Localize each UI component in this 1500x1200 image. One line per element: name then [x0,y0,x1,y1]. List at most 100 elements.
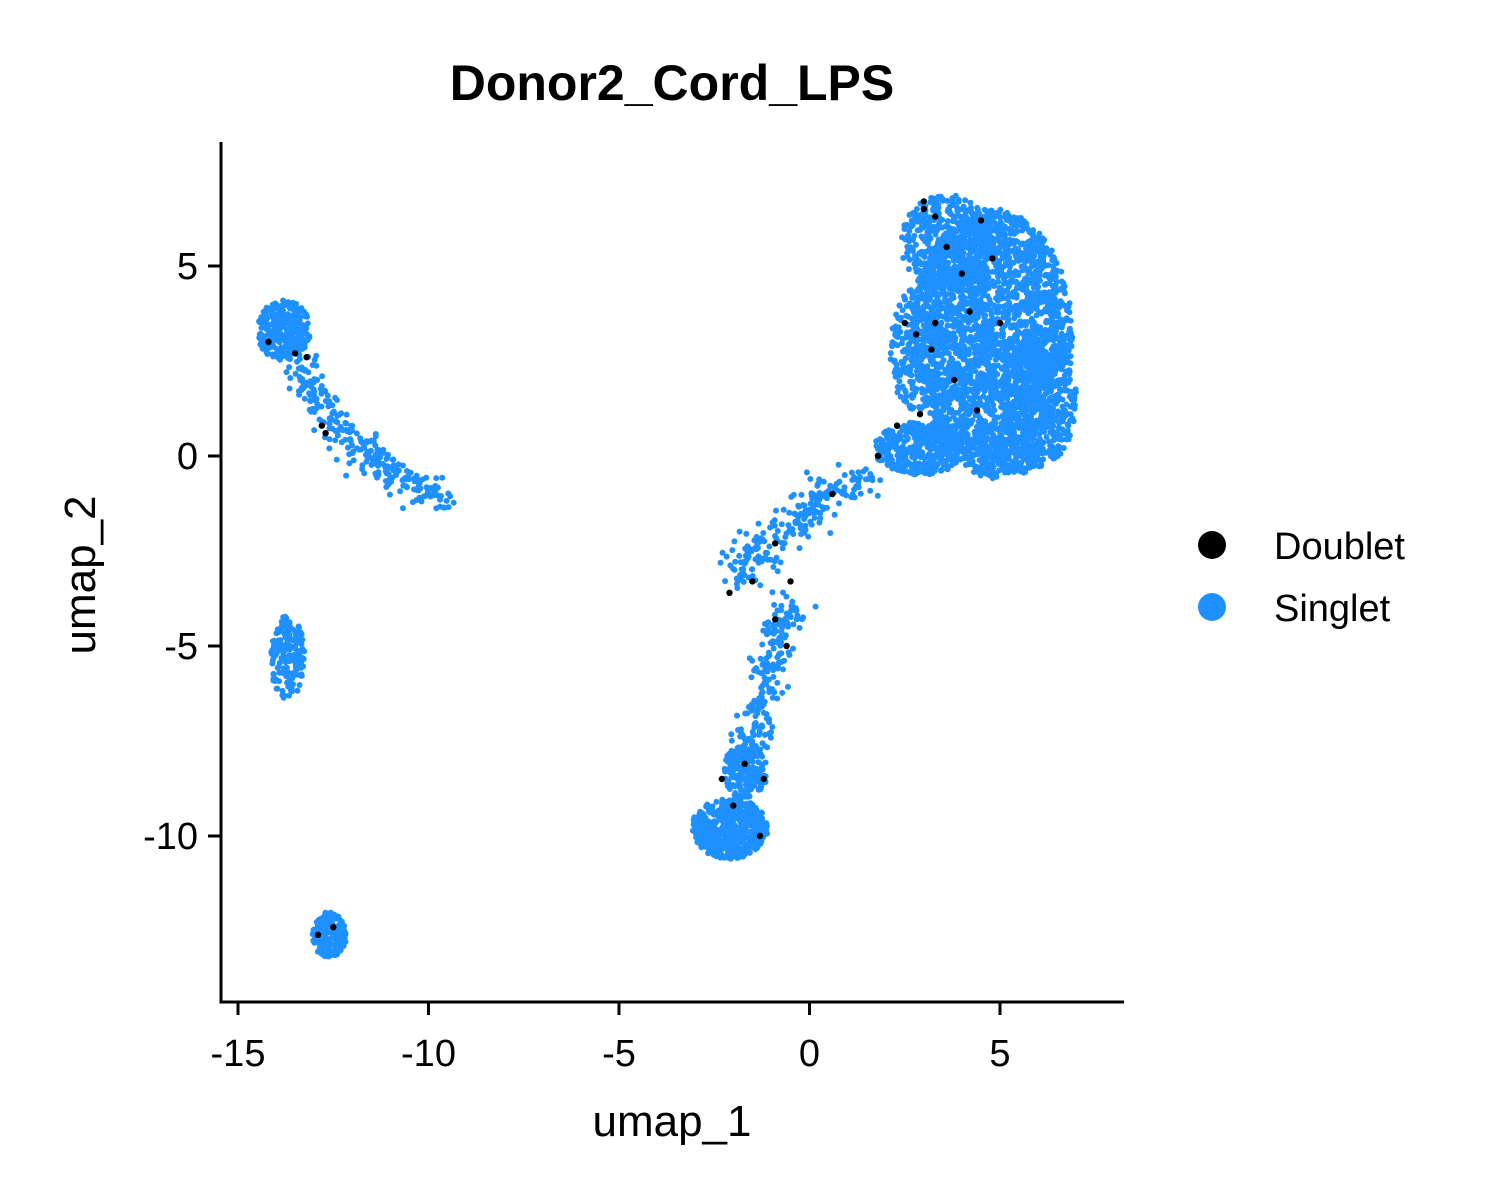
singlet-point [929,287,936,293]
singlet-point [729,818,736,825]
singlet-point [1001,372,1008,379]
singlet-point [1072,389,1079,396]
singlet-point [1054,393,1061,400]
singlet-point [926,218,933,225]
singlet-point [932,404,939,411]
singlet-point [937,457,944,464]
singlet-point [733,839,740,846]
singlet-point [891,369,898,376]
singlet-point [919,278,926,285]
singlet-point [991,219,998,226]
singlet-point [992,336,999,343]
singlet-point [922,212,929,219]
singlet-point [926,318,933,325]
singlet-point [946,209,953,216]
singlet-point [908,304,915,311]
singlet-point [958,298,965,305]
singlet-point [964,267,971,274]
singlet-point [1013,377,1019,384]
singlet-point [981,273,988,280]
singlet-point [921,378,928,385]
singlet-point [936,392,943,399]
singlet-point [1013,386,1020,393]
singlet-point [1017,329,1023,336]
singlet-point [915,286,922,293]
singlet-point [952,213,959,220]
singlet-point [1032,407,1038,414]
singlet-point [1021,408,1028,415]
singlet-point [930,281,937,288]
singlet-point [947,454,954,460]
singlet-point [1026,391,1033,398]
singlet-point [977,323,984,330]
singlet-point [1049,406,1056,413]
singlet-point [986,453,993,460]
singlet-point [1026,340,1033,347]
singlet-point [904,436,911,443]
singlet-point [933,339,940,346]
singlet-point [713,798,720,805]
singlet-point [1043,382,1050,389]
singlet-point [1038,461,1045,468]
singlet-point [1030,319,1037,326]
singlet-point [996,208,1003,215]
singlet-point [1020,257,1026,264]
singlet-point [997,398,1004,405]
singlet-point [1053,328,1059,335]
singlet-point [992,356,999,363]
singlet-point [959,252,966,259]
singlet-point [1014,422,1021,429]
singlet-point [973,359,980,366]
singlet-point [965,325,972,332]
singlet-point [1024,319,1030,325]
singlet-point [1068,396,1075,403]
singlet-point [925,396,932,403]
singlet-point [1011,411,1018,418]
singlet-point [1055,447,1061,454]
singlet-point [973,211,980,218]
singlet-point [943,309,950,316]
singlet-point [946,409,953,416]
singlet-point [1046,360,1053,367]
singlet-point [1020,221,1027,228]
singlet-point [1063,353,1070,360]
singlet-point [1003,217,1010,224]
singlet-point [969,461,976,468]
singlet-point [1020,382,1027,389]
singlet-point [976,302,983,309]
singlet-point [1018,453,1025,460]
singlet-point [1042,306,1049,313]
singlet-point [1050,254,1057,261]
singlet-point [952,238,959,245]
singlet-point [992,451,999,458]
singlet-point [970,316,977,323]
singlet-point [979,290,986,297]
singlet-point [981,387,988,394]
singlet-point [1060,280,1067,287]
singlet-point [944,466,951,473]
singlet-point [962,390,969,397]
singlet-point [725,850,732,856]
singlet-point [1043,271,1050,278]
singlet-point [1013,334,1020,341]
singlet-point [940,327,947,334]
singlet-point [986,229,993,236]
singlet-point [962,384,969,391]
singlet-point [988,468,995,475]
singlet-point [1034,288,1041,295]
singlet-point [743,845,750,852]
singlet-point [1066,309,1073,316]
singlet-point [1008,322,1015,329]
singlet-point [967,239,973,246]
singlet-point [981,339,988,346]
singlet-point [737,851,743,858]
singlet-point [1055,425,1062,431]
singlet-point [971,337,978,343]
singlet-point [945,429,952,436]
singlet-point [1013,227,1020,234]
singlet-point [952,350,959,356]
singlet-point [1041,236,1048,243]
singlet-point [912,252,918,259]
singlet-point [1026,415,1032,422]
singlet-point [954,439,961,446]
